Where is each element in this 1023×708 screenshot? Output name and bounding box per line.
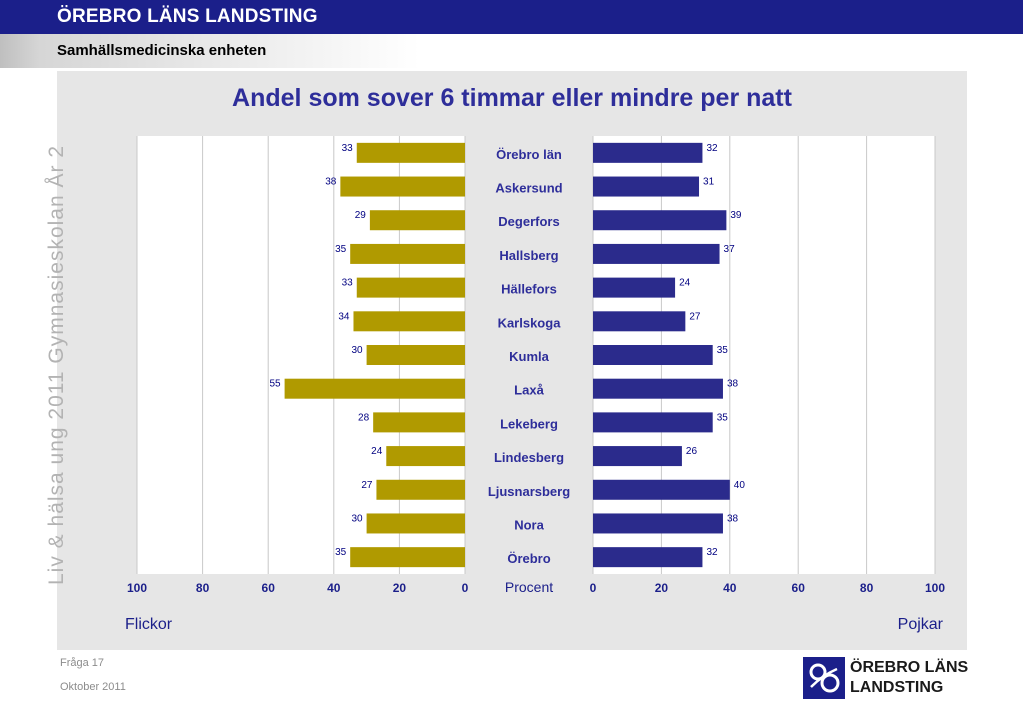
data-label-pojkar: 37: [724, 244, 736, 255]
data-label-pojkar: 39: [730, 210, 742, 221]
data-label-flickor: 35: [335, 244, 347, 255]
data-label-pojkar: 24: [679, 278, 691, 289]
bar-flickor: [356, 277, 465, 298]
bar-pojkar: [593, 243, 720, 264]
data-label-pojkar: 27: [689, 311, 701, 322]
bar-pojkar: [593, 176, 700, 197]
header-subtitle: Samhällsmedicinska enheten: [57, 42, 267, 59]
chart-svg: Andel som sover 6 timmar eller mindre pe…: [125, 84, 945, 633]
data-label-pojkar: 40: [734, 480, 746, 491]
data-label-pojkar: 32: [706, 143, 718, 154]
landsting-logo: ÖREBRO LÄNS LANDSTING: [803, 657, 968, 701]
data-label-flickor: 33: [342, 278, 354, 289]
category-label: Lekeberg: [500, 416, 558, 431]
bar-flickor: [369, 210, 465, 231]
tick-label-right: 100: [925, 581, 945, 595]
category-label: Hällefors: [501, 282, 557, 297]
bar-pojkar: [593, 277, 676, 298]
footer-date: Oktober 2011: [60, 681, 126, 693]
tick-label-left: 80: [196, 581, 210, 595]
data-label-flickor: 28: [358, 412, 370, 423]
bar-flickor: [366, 345, 465, 365]
tick-label-left: 40: [327, 581, 341, 595]
bar-pojkar: [593, 210, 727, 231]
bar-pojkar: [593, 345, 713, 365]
bar-flickor: [376, 479, 465, 500]
tick-label-right: 0: [590, 581, 597, 595]
data-label-flickor: 35: [335, 547, 347, 558]
data-label-flickor: 33: [342, 143, 354, 154]
logo-text-line2: LANDSTING: [850, 679, 944, 696]
data-label-pojkar: 31: [703, 177, 715, 188]
bar-pojkar: [593, 547, 703, 568]
category-label: Örebro: [507, 551, 550, 566]
data-label-flickor: 27: [361, 480, 373, 491]
data-label-flickor: 30: [351, 513, 363, 524]
category-label: Örebro län: [496, 147, 562, 162]
category-label: Nora: [514, 517, 544, 532]
bar-flickor: [350, 547, 465, 568]
category-label: Degerfors: [498, 214, 559, 229]
tick-label-right: 20: [655, 581, 669, 595]
bar-pojkar: [593, 479, 730, 500]
tick-label-left: 100: [127, 581, 147, 595]
tick-label-left: 20: [393, 581, 407, 595]
tick-label-right: 60: [792, 581, 806, 595]
header-bar: ÖREBRO LÄNS LANDSTING: [0, 0, 1023, 34]
subheader-bar: Samhällsmedicinska enheten: [0, 34, 1023, 68]
category-label: Laxå: [514, 383, 544, 398]
data-label-pojkar: 32: [706, 547, 718, 558]
data-label-flickor: 29: [355, 210, 367, 221]
bar-flickor: [350, 243, 465, 264]
tick-label-left: 60: [262, 581, 276, 595]
bar-pojkar: [593, 513, 723, 534]
chart-panel: Andel som sover 6 timmar eller mindre pe…: [57, 71, 967, 650]
bar-flickor: [366, 513, 465, 534]
data-label-flickor: 30: [351, 345, 363, 356]
data-label-pojkar: 35: [717, 345, 729, 356]
logo-mark-icon: [803, 657, 845, 699]
chart-title: Andel som sover 6 timmar eller mindre pe…: [232, 84, 793, 112]
header-brand-block: [0, 0, 410, 34]
header-title: ÖREBRO LÄNS LANDSTING: [57, 6, 318, 27]
data-label-pojkar: 38: [727, 379, 739, 390]
bar-pojkar: [593, 311, 686, 332]
data-label-pojkar: 26: [686, 446, 698, 457]
footer-question: Fråga 17: [60, 657, 105, 669]
category-label: Lindesberg: [494, 450, 564, 465]
category-label: Ljusnarsberg: [488, 484, 570, 499]
bar-pojkar: [593, 378, 723, 399]
logo-text-line1: ÖREBRO LÄNS: [850, 659, 969, 676]
tick-label-right: 80: [860, 581, 874, 595]
bar-flickor: [340, 176, 465, 197]
bar-flickor: [284, 378, 465, 399]
data-label-flickor: 55: [269, 379, 281, 390]
bar-pojkar: [593, 412, 713, 433]
tick-label-right: 40: [723, 581, 737, 595]
data-label-flickor: 38: [325, 177, 337, 188]
bar-pojkar: [593, 142, 703, 163]
bar-flickor: [373, 412, 465, 433]
center-axis-label: Procent: [505, 579, 553, 595]
category-label: Karlskoga: [498, 315, 562, 330]
bar-flickor: [353, 311, 465, 332]
data-label-flickor: 34: [338, 311, 350, 322]
data-label-flickor: 24: [371, 446, 383, 457]
bar-flickor: [356, 142, 465, 163]
category-label: Askersund: [495, 181, 562, 196]
bar-flickor: [386, 446, 465, 467]
bar-pojkar: [593, 446, 682, 467]
tick-label-left: 0: [462, 581, 469, 595]
side-label: Liv & hälsa ung 2011 Gymnasieskolan År 2: [45, 144, 68, 586]
category-label: Hallsberg: [499, 248, 558, 263]
right-group-label: Pojkar: [898, 616, 944, 633]
category-label: Kumla: [509, 349, 550, 364]
left-group-label: Flickor: [125, 616, 173, 633]
data-label-pojkar: 38: [727, 513, 739, 524]
data-label-pojkar: 35: [717, 412, 729, 423]
